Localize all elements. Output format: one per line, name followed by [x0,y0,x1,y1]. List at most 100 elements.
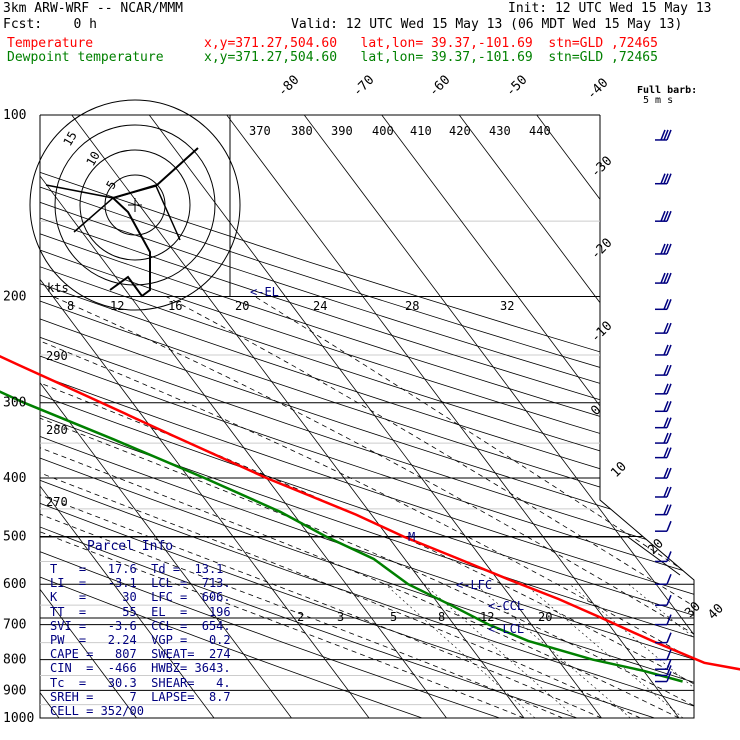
moist-adiabat-line [40,296,694,718]
mixing-ratio-label: 8 [438,610,445,624]
pressure-tick-label: 100 [3,108,26,123]
info-box-line [40,536,694,619]
wind-barb [655,658,672,670]
moist-adiabat-line [40,296,641,718]
dry-adiabat-line [40,115,694,718]
isotherm-line [40,115,137,718]
wind-barb [655,173,672,185]
pressure-tick-label: 600 [3,577,26,592]
pressure-tick-label: 400 [3,471,26,486]
hodograph-axis-label: 32 [500,299,514,313]
wind-barb [655,272,672,284]
temperature-legend-info: x,y=371.27,504.60 lat,lon= 39.37,-101.69… [204,36,658,51]
dry-adiabat-line [40,115,694,718]
wind-legend-title: Full barb: [637,85,697,96]
isotherm-label: -20 [588,236,615,263]
mixing-ratio-label: 5 [390,610,397,624]
dewpoint-trace [0,390,683,683]
wind-legend-units: 5 m s [643,95,673,106]
wind-barb [655,322,672,334]
theta-label: 390 [331,124,353,138]
isotherm-line [148,115,602,718]
dry-adiabat-line [40,115,655,718]
isotherm-label: -60 [426,73,453,100]
parcel-row: PW = 2.24 VGP = 0.2 [50,633,231,648]
wind-barb [655,383,672,395]
theta-label: 270 [46,495,68,509]
pressure-tick-label: 500 [3,529,26,544]
hodograph-axis-label: 24 [313,299,327,313]
wind-barb [655,573,672,585]
isotherm-label: 40 [705,601,727,623]
model-title: 3km ARW-WRF -- NCAR/MMM [3,1,184,16]
dry-adiabat-line [40,115,694,718]
parcel-level-label: <-CCL [488,599,524,613]
wind-barb [655,632,672,644]
parcel-row: K = 30 LFC = 606. [50,590,231,605]
hodograph-axis-label: 20 [235,299,249,313]
init-time: Init: 12 UTC Wed 15 May 13 [508,1,712,16]
hodograph-ring-label: 5 [103,178,119,191]
dry-adiabat-line [40,115,694,718]
mixing-ratio-label: 20 [538,610,552,624]
wind-barb [655,344,672,356]
isotherm-line [303,115,694,718]
moist-adiabat-line [40,296,602,718]
wind-barb [655,129,672,141]
background-grid [39,114,695,719]
wind-barb [655,520,672,532]
dry-adiabat-line [40,115,694,718]
hodograph-axis-label: 8 [67,299,74,313]
wind-barb [655,551,672,563]
moist-adiabat-line [52,296,694,718]
pressure-tick-label: 1000 [3,711,34,726]
parcel-row: CIN = -466 HWBZ= 3643. [50,661,231,676]
wind-barb [655,364,672,376]
isotherm-line [40,115,370,718]
mixing-ratio-label: 2 [297,610,304,624]
mixing-ratio-line [524,583,684,718]
hodograph-axis-label: 28 [405,299,419,313]
hodograph-center [128,198,142,212]
hodograph-trace [109,147,199,298]
dry-adiabat-line [40,115,694,718]
isotherm-line [40,115,215,718]
dry-adiabat-line [40,115,694,718]
temperature-trace [0,355,740,671]
dry-adiabat-line [40,115,694,718]
hodograph-ring-label: 10 [83,149,102,169]
wind-barb [655,504,672,516]
parcel-info-title: Parcel Info [87,539,174,554]
mixing-ratio-line [423,583,577,718]
parcel-row: LI = -3.1 LCL = 713. [50,576,231,591]
wind-barb [655,671,672,683]
isotherm-line [226,115,680,718]
hodograph-shear-lines [45,184,181,241]
hodograph-axis-label: 16 [168,299,182,313]
isotherm-label: -30 [588,154,615,181]
sounding-traces [0,355,740,683]
wind-barb [655,594,672,606]
hodograph-ring-label: 15 [60,129,79,149]
theta-label: 430 [489,124,511,138]
wind-barb [655,614,672,626]
wind-barb [655,243,672,255]
pressure-tick-label: 800 [3,653,26,668]
theta-label: 280 [46,423,68,437]
isotherm-label: 10 [608,459,630,481]
theta-label: 400 [372,124,394,138]
parcel-level-label: <-EL [250,285,279,299]
hodograph-units-label: kts [47,281,69,295]
dry-adiabat-line [40,115,694,718]
forecast-hour: Fcst: 0 h [3,17,97,32]
parcel-row: SVI = -3.6 CCL = 654. [50,618,231,633]
wind-barb [655,447,672,459]
isotherm-label: -80 [275,73,302,100]
temperature-legend-label: Temperature [7,36,94,51]
hodograph-ring [29,99,241,311]
dry-adiabat-line [40,115,694,718]
parcel-level-label: M [408,530,415,544]
wind-barb [655,486,672,498]
wind-barb [655,467,672,479]
wind-barb [655,432,672,444]
